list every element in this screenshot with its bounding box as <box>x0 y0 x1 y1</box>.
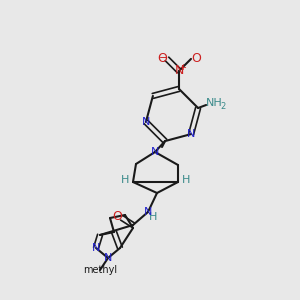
Text: O: O <box>112 209 122 223</box>
Text: N: N <box>151 147 159 157</box>
Text: methyl: methyl <box>83 265 117 275</box>
Text: H: H <box>182 175 190 185</box>
Text: N: N <box>104 253 112 263</box>
Text: O: O <box>157 52 167 65</box>
Text: N: N <box>92 243 100 253</box>
Text: H: H <box>149 212 157 222</box>
Text: N: N <box>174 64 184 77</box>
Text: +: + <box>180 63 186 72</box>
Text: N: N <box>144 207 152 217</box>
Text: NH: NH <box>206 98 223 108</box>
Text: H: H <box>121 175 129 185</box>
Text: 2: 2 <box>220 101 226 110</box>
Text: N: N <box>187 129 195 139</box>
Text: O: O <box>191 52 201 65</box>
Text: N: N <box>142 117 150 127</box>
Text: −: − <box>159 53 169 63</box>
